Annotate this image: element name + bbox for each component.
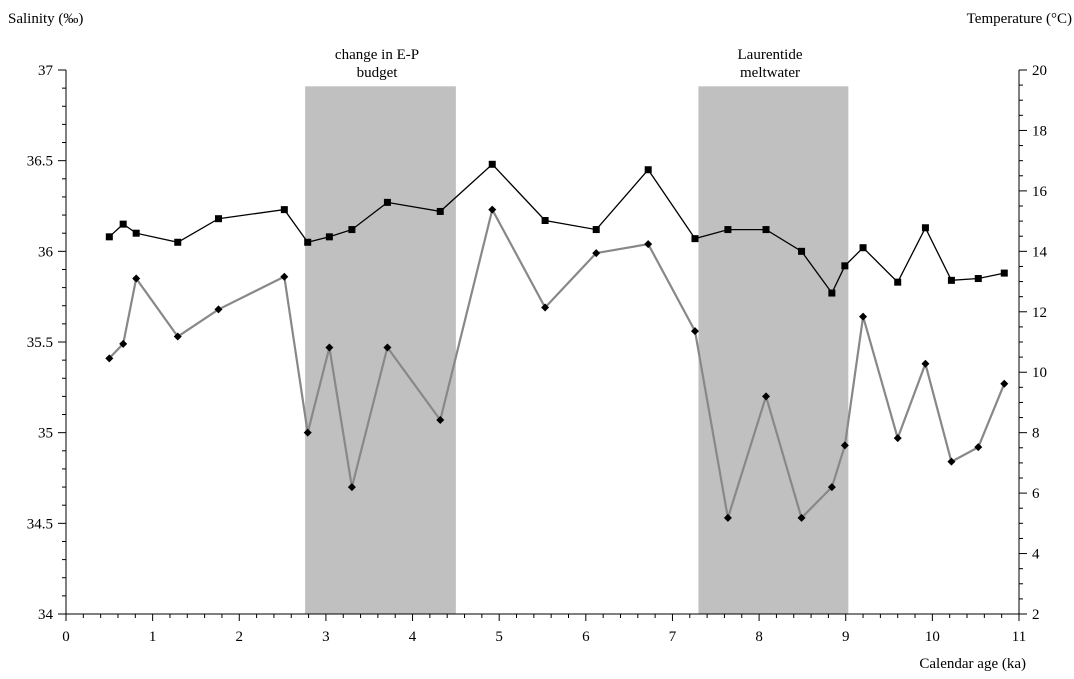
x-tick-label: 8 <box>755 629 763 645</box>
x-tick-label: 11 <box>1012 629 1026 645</box>
band-label-ep-budget: change in E-P budget <box>307 46 447 82</box>
square-marker <box>132 229 140 237</box>
diamond-marker <box>974 443 983 452</box>
square-marker <box>974 275 982 283</box>
shaded-bands <box>305 86 849 614</box>
right-tick-label: 12 <box>1032 305 1047 321</box>
diamond-marker <box>690 327 699 336</box>
x-tick-label: 4 <box>409 629 417 645</box>
square-marker <box>280 206 288 214</box>
x-tick-label: 0 <box>62 629 70 645</box>
left-axis-label: Salinity (‰) <box>8 11 84 27</box>
square-marker <box>214 215 222 223</box>
x-tick-label: 5 <box>495 629 503 645</box>
right-tick-label: 4 <box>1032 547 1040 563</box>
left-tick-label: 34.5 <box>27 516 53 532</box>
x-axis-label: Calendar age (ka) <box>919 656 1026 672</box>
right-tick-label: 16 <box>1032 184 1048 200</box>
square-marker <box>798 247 806 255</box>
diamond-marker <box>132 274 141 283</box>
square-marker <box>644 166 652 174</box>
diamond-marker <box>383 343 392 352</box>
diamond-marker <box>723 513 732 522</box>
square-marker <box>841 262 849 270</box>
square-marker <box>488 160 496 168</box>
right-axis-label: Temperature (°C) <box>966 11 1072 27</box>
band-label-laurentide-line2: meltwater <box>740 65 800 81</box>
x-tick-label: 6 <box>582 629 590 645</box>
right-tick-label: 18 <box>1032 123 1047 139</box>
diamond-marker <box>541 303 550 312</box>
diamond-marker <box>859 312 868 321</box>
square-marker <box>541 217 549 225</box>
diamond-marker <box>827 483 836 492</box>
square-marker <box>325 233 333 241</box>
diamond-marker <box>947 457 956 466</box>
x-tick-label: 7 <box>669 629 677 645</box>
diamond-marker <box>893 434 902 443</box>
diamond-marker <box>173 332 182 341</box>
band-label-ep-line1: change in E-P <box>334 47 420 63</box>
x-tick-label: 9 <box>842 629 850 645</box>
square-marker <box>762 226 770 234</box>
diamond-marker <box>1000 379 1009 388</box>
square-marker <box>174 238 182 246</box>
left-tick-label: 36.5 <box>27 154 53 170</box>
diamond-marker <box>762 392 771 401</box>
x-tick-label: 3 <box>322 629 330 645</box>
square-marker <box>921 224 929 232</box>
diamond-marker <box>105 354 114 363</box>
series-diamond-line <box>108 206 1006 521</box>
diamond-marker <box>592 249 601 258</box>
diamond-marker <box>303 428 312 437</box>
diamond-marker <box>119 339 128 348</box>
diamond-marker <box>921 359 930 368</box>
diamond-marker <box>488 205 497 214</box>
right-tick-label: 10 <box>1032 365 1047 381</box>
diamond-marker <box>840 441 849 450</box>
series-square-line <box>108 163 1005 295</box>
band-label-laurentide-line1: Laurentide <box>737 47 803 63</box>
square-marker <box>105 233 113 241</box>
square-marker <box>894 278 902 286</box>
diamond-marker <box>347 483 356 492</box>
diamond-marker <box>797 513 806 522</box>
right-tick-label: 2 <box>1032 607 1040 623</box>
x-tick-label: 10 <box>925 629 940 645</box>
left-tick-label: 36 <box>38 244 54 260</box>
square-marker <box>691 235 699 243</box>
square-marker <box>119 220 127 228</box>
x-tick-label: 1 <box>149 629 157 645</box>
band-label-laurentide: Laurentide meltwater <box>700 46 840 82</box>
diamond-marker <box>214 305 223 314</box>
left-tick-label: 34 <box>38 607 54 623</box>
square-marker <box>828 289 836 297</box>
left-tick-label: 35.5 <box>27 335 53 351</box>
square-marker <box>348 226 356 234</box>
square-marker <box>592 226 600 234</box>
axes: 0 1 2 3 4 5 6 7 8 9 10 113434.53535.53636.537246810… <box>27 63 1048 645</box>
right-tick-label: 6 <box>1032 486 1040 502</box>
square-marker <box>859 244 867 252</box>
square-marker <box>1000 269 1008 277</box>
diamond-marker <box>644 240 653 249</box>
right-tick-label: 14 <box>1032 244 1048 260</box>
square-marker <box>724 226 732 234</box>
diamond-marker <box>280 272 289 281</box>
left-tick-label: 37 <box>38 63 54 79</box>
square-marker <box>436 207 444 215</box>
square-marker <box>383 198 391 206</box>
band-label-ep-line2: budget <box>356 65 398 81</box>
right-tick-label: 20 <box>1032 63 1047 79</box>
x-tick-label: 2 <box>236 629 244 645</box>
square-marker <box>947 276 955 284</box>
data-series <box>105 160 1009 522</box>
square-marker <box>304 238 312 246</box>
right-tick-label: 8 <box>1032 426 1040 442</box>
shaded-band-2 <box>698 86 849 614</box>
diamond-marker <box>436 415 445 424</box>
diamond-marker <box>325 343 334 352</box>
left-tick-label: 35 <box>38 426 53 442</box>
